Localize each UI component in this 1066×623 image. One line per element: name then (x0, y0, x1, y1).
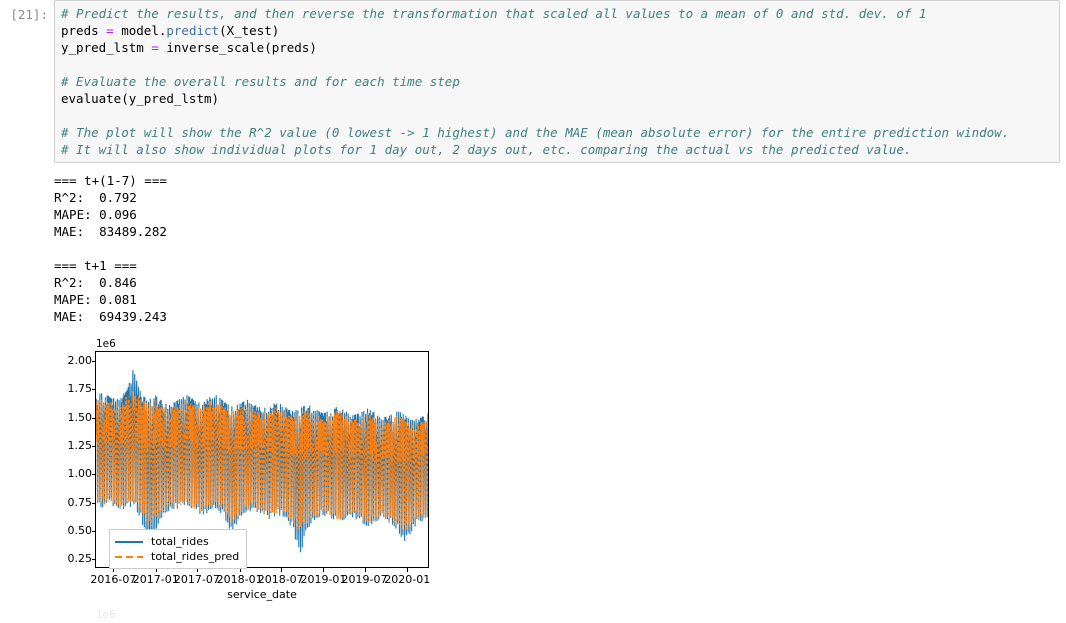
cell-prompt-label: [21]: (10, 7, 48, 22)
code-token-op: = (106, 23, 114, 38)
matplotlib-figure: 1e6 0.25 0.50 0.75 1.00 1.25 1.50 1.75 2.00 201… (54, 338, 474, 621)
y-tick-mark (92, 361, 96, 363)
y-tick-mark (92, 530, 96, 532)
legend-line-icon (115, 551, 143, 563)
series-line-total_rides_pred (96, 391, 428, 530)
y-tick-mark (92, 445, 96, 447)
next-figure-offset-artifact: 1e6 (96, 609, 116, 621)
code-token-comment: # The plot will show the R^2 value (0 lo… (61, 125, 1010, 140)
y-tick-label: 1.25 (67, 438, 93, 452)
y-tick-label: 1.75 (67, 382, 93, 396)
x-tick-mark (113, 568, 115, 572)
x-tick-label: 2020-01 (384, 573, 431, 586)
x-tick-mark (155, 568, 157, 572)
x-tick-label: 2019-01 (300, 573, 347, 586)
y-axis-offset-label: 1e6 (96, 338, 116, 350)
stdout-metrics: === t+(1-7) === R^2: 0.792 MAPE: 0.096 M… (54, 173, 167, 324)
y-tick-label: 0.75 (67, 495, 93, 509)
y-tick-mark (92, 417, 96, 419)
x-tick-mark (407, 568, 409, 572)
x-tick-mark (239, 568, 241, 572)
x-tick-label: 2017-01 (132, 573, 179, 586)
x-tick-label: 2018-07 (257, 573, 304, 586)
code-token-op: = (151, 40, 159, 55)
legend-line-icon (115, 536, 143, 548)
code-token-plain: model. (113, 23, 167, 38)
x-axis-ticks: 2016-07 2017-01 2017-07 2018-01 2018-07 2019-… (90, 568, 431, 590)
x-tick-label: 2017-07 (173, 573, 220, 586)
y-tick-label: 0.50 (67, 523, 93, 537)
chart-legend: total_rides total_rides_pred (109, 529, 248, 569)
x-tick-mark (364, 568, 366, 572)
code-token-plain: evaluate(y_pred_lstm) (61, 91, 220, 106)
x-tick-mark (323, 568, 325, 572)
x-tick-mark (280, 568, 282, 572)
x-tick-mark (196, 568, 198, 572)
code-token-fn: predict (166, 23, 220, 38)
y-tick-label: 2.00 (67, 354, 93, 368)
legend-label: total_rides_pred (151, 550, 240, 563)
code-input-area[interactable]: # Predict the results, and then reverse … (54, 0, 1060, 163)
code-token-comment: # It will also show individual plots for… (61, 142, 912, 157)
y-tick-label: 1.00 (67, 467, 93, 481)
code-token-comment: # Evaluate the overall results and for e… (61, 74, 460, 89)
y-tick-mark (92, 502, 96, 504)
legend-entry[interactable]: total_rides (115, 534, 239, 549)
legend-entry[interactable]: total_rides_pred (115, 549, 239, 564)
y-tick-mark (92, 474, 96, 476)
legend-label: total_rides (151, 535, 209, 548)
y-tick-label: 1.50 (67, 410, 93, 424)
y-tick-mark (92, 389, 96, 391)
code-token-plain: preds (61, 23, 107, 38)
code-editor[interactable]: # Predict the results, and then reverse … (61, 5, 1055, 158)
x-tick-label: 2016-07 (90, 573, 137, 586)
x-tick-label: 2019-07 (341, 573, 388, 586)
x-tick-label: 2018-01 (216, 573, 263, 586)
y-tick-mark (92, 559, 96, 561)
cell-output-area: === t+(1-7) === R^2: 0.792 MAPE: 0.096 M… (54, 163, 1066, 325)
code-token-plain: (X_test) (219, 23, 280, 38)
code-token-plain: y_pred_lstm (61, 40, 152, 55)
code-token-plain: inverse_scale(preds) (158, 40, 317, 55)
y-axis-ticks: 0.25 0.50 0.75 1.00 1.25 1.50 1.75 2.00 (54, 351, 96, 568)
x-axis-label: service_date (227, 588, 297, 601)
figure-output: 1e6 0.25 0.50 0.75 1.00 1.25 1.50 1.75 2.00 201… (54, 325, 1066, 621)
code-token-comment: # Predict the results, and then reverse … (61, 6, 927, 21)
y-tick-label: 0.25 (67, 552, 93, 566)
series-canvas (96, 370, 428, 553)
